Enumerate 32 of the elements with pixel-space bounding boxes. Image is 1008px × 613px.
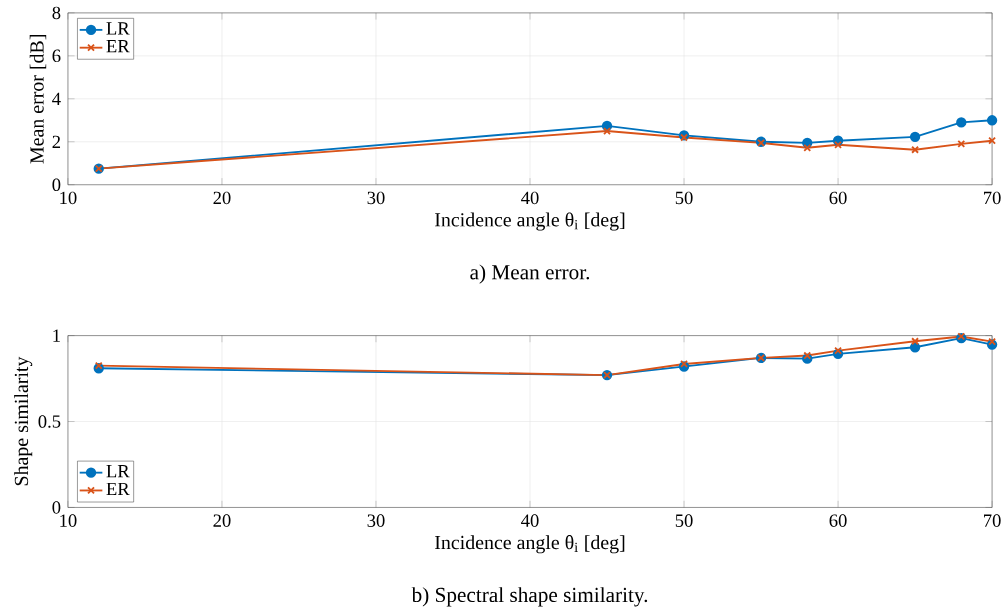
y-tick-label: 6 [52, 49, 61, 63]
y-tick-label: 2 [52, 135, 61, 148]
x-tick-label: 30 [367, 191, 385, 205]
x-tick-label: 50 [675, 514, 693, 527]
x-tick-label: 20 [213, 514, 231, 527]
y-tick-label: 0 [52, 178, 61, 191]
y-axis-title: Mean error [dB] [29, 35, 47, 164]
x-tick-label: 60 [829, 191, 847, 205]
x-tick-label: 10 [60, 514, 77, 527]
x-tick-label: 70 [984, 191, 1001, 205]
legend-label: LR [106, 465, 130, 478]
y-tick-label: 0 [52, 501, 61, 514]
y-tick-label: 0.5 [38, 415, 61, 428]
x-tick-label: 30 [367, 514, 385, 527]
y-tick-label: 4 [52, 92, 61, 105]
text: a) Mean error. [470, 264, 590, 284]
x-tick-label: 40 [521, 514, 539, 527]
x-tick-label: 40 [521, 191, 539, 205]
x-tick-label: 50 [675, 191, 693, 205]
x-axis-title: Incidence angle θ$_{i}$ [deg] [435, 535, 625, 554]
y-tick-label: 1 [53, 329, 60, 342]
x-tick-label: 20 [213, 191, 231, 205]
legend-label: LR [106, 22, 130, 35]
legend-label: ER [106, 482, 130, 496]
y-tick-label: 8 [52, 6, 61, 20]
x-tick-label: 70 [984, 514, 1001, 527]
y-axis-title: Shape similarity [14, 356, 33, 486]
text: b) Spectral shape similarity. [411, 587, 648, 607]
x-axis-title: Incidence angle θ$_{i}$ [deg] [435, 212, 625, 231]
x-tick-label: 60 [829, 514, 847, 527]
x-tick-label: 10 [60, 191, 77, 205]
legend-label: ER [106, 40, 130, 53]
